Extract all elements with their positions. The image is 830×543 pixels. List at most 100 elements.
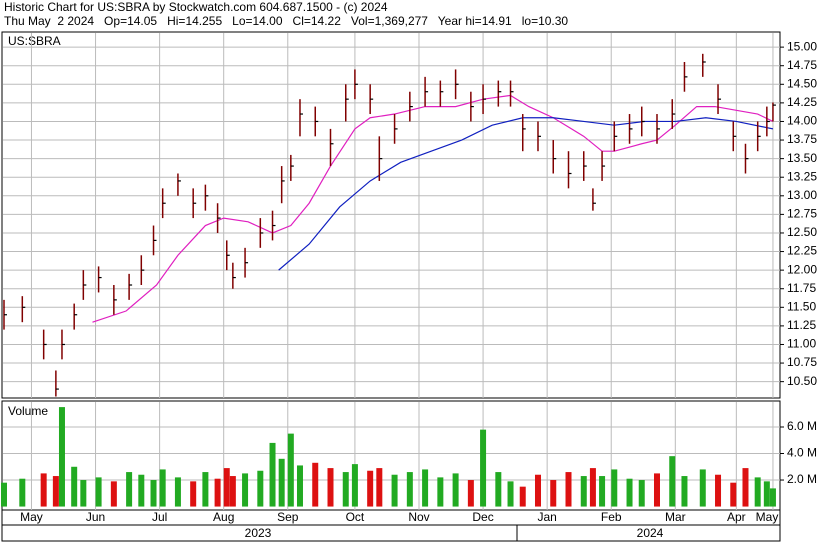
- y-tick-label: 13.50: [787, 151, 817, 165]
- volume-bar: [214, 478, 221, 507]
- x-tick-label: Jan: [537, 510, 556, 524]
- y-tick-label: 14.75: [787, 58, 817, 72]
- volume-bar: [223, 468, 230, 507]
- volume-bar: [565, 472, 572, 507]
- volume-bar: [229, 476, 236, 507]
- year-label: 2024: [637, 526, 664, 540]
- volume-bar: [269, 442, 276, 507]
- volume-bar: [52, 476, 59, 507]
- volume-bar: [467, 480, 474, 507]
- x-tick-label: May: [20, 510, 43, 524]
- volume-bar: [507, 481, 514, 507]
- volume-bar: [174, 477, 181, 507]
- volume-bar: [611, 469, 618, 507]
- volume-bar: [95, 477, 102, 507]
- y-tick-label: 11.00: [787, 337, 816, 351]
- volume-bar: [681, 476, 688, 507]
- volume-bar: [40, 473, 47, 507]
- volume-bar: [312, 462, 319, 507]
- y-tick-label: 6.0 M: [787, 419, 817, 433]
- x-tick-label: Aug: [213, 510, 234, 524]
- volume-bar: [376, 468, 383, 507]
- y-tick-label: 14.25: [787, 95, 817, 109]
- volume-bar: [626, 478, 633, 507]
- y-tick-label: 12.75: [787, 207, 817, 221]
- volume-bar: [715, 474, 722, 507]
- y-tick-label: 10.75: [787, 355, 817, 369]
- volume-bar: [406, 472, 413, 507]
- x-tick-label: Oct: [346, 510, 365, 524]
- volume-bar: [296, 465, 303, 507]
- volume-bar: [742, 468, 749, 507]
- volume-bar: [257, 470, 264, 507]
- volume-bar: [202, 472, 209, 507]
- volume-bar: [287, 433, 294, 507]
- y-tick-label: 14.00: [787, 114, 817, 128]
- volume-bar: [1, 482, 7, 507]
- y-tick-label: 14.50: [787, 76, 817, 90]
- header-line-2: Thu May 2 2024 Op=14.05 Hi=14.255 Lo=14.…: [4, 14, 568, 28]
- y-tick-label: 11.50: [787, 299, 816, 313]
- y-tick-label: 13.00: [787, 188, 817, 202]
- volume-bar: [589, 468, 596, 507]
- price-panel: [1, 31, 781, 399]
- volume-bar: [769, 488, 776, 507]
- volume-label: Volume: [8, 404, 48, 418]
- y-tick-label: 13.25: [787, 169, 817, 183]
- y-tick-label: 4.0 M: [787, 446, 817, 460]
- y-tick-label: 12.00: [787, 262, 817, 276]
- y-tick-label: 2.0 M: [787, 472, 817, 486]
- volume-bar: [367, 470, 374, 507]
- volume-bar: [327, 468, 334, 507]
- symbol-label: US:SBRA: [8, 34, 61, 48]
- volume-bar: [730, 482, 737, 507]
- header-line-1: Historic Chart for US:SBRA by Stockwatch…: [4, 0, 388, 14]
- x-tick-label: Mar: [665, 510, 686, 524]
- y-tick-label: 12.25: [787, 244, 817, 258]
- volume-bar: [422, 469, 429, 507]
- y-tick-label: 12.50: [787, 225, 817, 239]
- volume-bar: [495, 472, 502, 507]
- volume-bar: [437, 477, 444, 507]
- volume-bar: [110, 481, 117, 507]
- volume-bar: [391, 474, 398, 507]
- y-tick-label: 15.00: [787, 39, 817, 53]
- x-tick-label: May: [756, 510, 779, 524]
- y-tick-label: 11.25: [787, 318, 816, 332]
- volume-bar: [599, 476, 606, 507]
- volume-bar: [699, 469, 706, 507]
- volume-bar: [138, 474, 145, 507]
- y-tick-label: 10.50: [787, 374, 817, 388]
- volume-bar: [534, 474, 541, 507]
- volume-bar: [80, 480, 87, 507]
- volume-bar: [159, 469, 166, 507]
- volume-bar: [278, 458, 285, 507]
- x-tick-label: Sep: [277, 510, 299, 524]
- volume-bar: [19, 478, 26, 507]
- volume-bar: [653, 473, 660, 507]
- volume-bar: [638, 480, 645, 507]
- volume-bar: [71, 466, 78, 507]
- volume-bar: [342, 472, 349, 507]
- x-tick-label: Jun: [86, 510, 105, 524]
- volume-bar: [190, 481, 197, 507]
- x-tick-label: Jul: [152, 510, 167, 524]
- volume-bar: [351, 464, 358, 507]
- volume-bar: [242, 473, 249, 507]
- volume-bar: [150, 480, 157, 507]
- volume-bar: [519, 486, 526, 507]
- moving-average: [92, 94, 774, 323]
- volume-bar: [452, 473, 459, 507]
- volume-bar: [550, 480, 557, 507]
- volume-bar: [669, 456, 676, 507]
- volume-bar: [58, 407, 65, 507]
- volume-bar: [480, 429, 487, 507]
- volume-bar: [763, 481, 770, 507]
- x-tick-label: Nov: [408, 510, 429, 524]
- x-tick-label: Apr: [727, 510, 746, 524]
- volume-bar: [126, 472, 133, 507]
- volume-bar: [580, 476, 587, 507]
- y-tick-label: 13.75: [787, 132, 817, 146]
- volume-bar: [754, 477, 761, 507]
